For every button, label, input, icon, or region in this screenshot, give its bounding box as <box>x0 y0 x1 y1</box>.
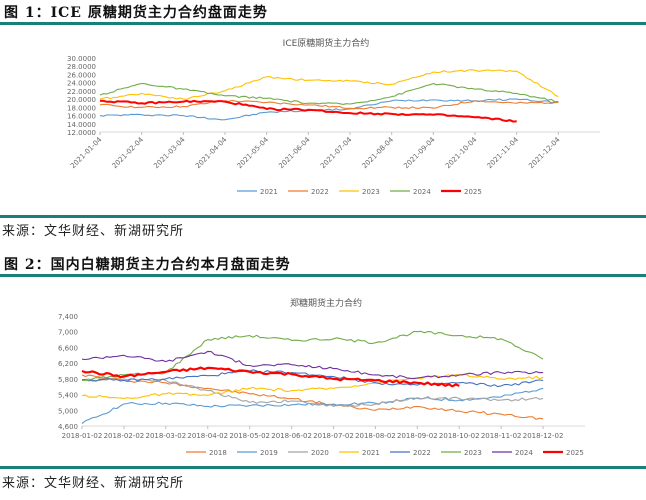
y-tick-label: 14.0000 <box>67 121 96 129</box>
legend-label: 2018 <box>209 449 227 457</box>
x-tick-label: 2021-08-04 <box>361 135 396 170</box>
series-line-2022 <box>99 99 559 110</box>
x-tick-label: 2021-05-04 <box>236 135 271 170</box>
y-tick-label: 6,200 <box>58 360 78 368</box>
legend-label: 2021 <box>260 188 278 196</box>
x-tick-label: 2018-01-02 <box>62 432 103 440</box>
x-tick-label: 2021-03-04 <box>152 135 187 170</box>
y-tick-label: 16.0000 <box>67 113 96 121</box>
x-tick-label: 2018-05-02 <box>229 432 270 440</box>
series-line-2020 <box>81 378 544 408</box>
y-tick-label: 28.0000 <box>67 63 96 71</box>
legend-item-2023: 2023 <box>339 188 380 196</box>
x-tick-label: 2021-12-04 <box>527 135 562 170</box>
x-tick-label: 2021-02-04 <box>111 135 146 170</box>
legend-item-2018: 2018 <box>186 449 227 457</box>
figure1-source: 来源：文华财经、新湖研究所 <box>2 224 185 239</box>
y-tick-label: 24.0000 <box>67 80 96 88</box>
legend-label: 2020 <box>311 449 329 457</box>
series-line-2025 <box>81 366 460 388</box>
legend-label: 2022 <box>413 449 431 457</box>
figure1-top-rule <box>0 22 646 25</box>
y-tick-label: 12.0000 <box>67 129 96 137</box>
figure1-caption: 图 1：ICE 原糖期货主力合约盘面走势 <box>4 5 268 21</box>
x-tick-label: 2018-03-02 <box>145 432 186 440</box>
series-line-2023 <box>99 69 559 100</box>
figure2-source: 来源：文华财经、新湖研究所 <box>2 476 185 491</box>
legend-label: 2019 <box>260 449 278 457</box>
legend-label: 2025 <box>566 449 584 457</box>
y-tick-label: 26.0000 <box>67 71 96 79</box>
x-tick-label: 2018-11-02 <box>481 432 522 440</box>
figure1-bottom-rule <box>0 215 646 218</box>
legend-label: 2022 <box>311 188 329 196</box>
series-line-2024 <box>81 350 544 379</box>
series-line-2021 <box>81 373 544 400</box>
chart2-plot: 4,600 5,000 5,400 5,800 6,200 6,600 7,000 7,400… <box>58 313 585 457</box>
y-tick-label: 30.0000 <box>67 55 96 63</box>
chart2-title: 郑糖期货主力合约 <box>289 299 362 309</box>
chart1-plot: 12.000014.000016.000018.000020.000022.00… <box>67 55 600 196</box>
y-tick-label: 18.0000 <box>67 104 96 112</box>
legend-label: 2024 <box>413 188 431 196</box>
series-line-2018 <box>81 374 544 420</box>
x-tick-label: 2021-10-04 <box>444 135 479 170</box>
x-tick-label: 2018-12-02 <box>523 432 564 440</box>
figure2-top-rule <box>0 274 646 277</box>
legend-item-2025: 2025 <box>543 449 584 457</box>
legend-item-2020: 2020 <box>288 449 329 457</box>
x-tick-label: 2018-09-02 <box>397 432 438 440</box>
legend-item-2025: 2025 <box>441 188 482 196</box>
chart1-title: ICE原糖期货主力合约 <box>282 39 370 49</box>
y-tick-label: 7,400 <box>58 313 78 321</box>
legend-label: 2023 <box>464 449 482 457</box>
legend-label: 2024 <box>515 449 533 457</box>
legend-item-2019: 2019 <box>237 449 278 457</box>
legend-label: 2025 <box>464 188 482 196</box>
series-line-2019 <box>81 387 544 425</box>
legend-label: 2021 <box>362 449 380 457</box>
legend-item-2023: 2023 <box>441 449 482 457</box>
y-tick-label: 5,800 <box>58 376 78 384</box>
figure2-caption: 图 2：国内白糖期货主力合约本月盘面走势 <box>4 257 291 273</box>
x-tick-label: 2021-07-04 <box>319 135 354 170</box>
series-line-2022 <box>82 369 544 388</box>
x-tick-label: 2018-07-02 <box>313 432 354 440</box>
x-tick-label: 2018-04-02 <box>187 432 228 440</box>
series-line-2025 <box>99 99 517 123</box>
x-tick-label: 2018-06-02 <box>271 432 312 440</box>
legend-item-2022: 2022 <box>288 188 329 196</box>
x-tick-label: 2018-08-02 <box>355 432 396 440</box>
x-tick-label: 2018-10-02 <box>439 432 480 440</box>
x-tick-label: 2021-01-04 <box>69 135 104 170</box>
legend-item-2022: 2022 <box>390 449 431 457</box>
y-tick-label: 4,600 <box>58 423 78 431</box>
y-tick-label: 22.0000 <box>67 88 96 96</box>
series-line-2024 <box>99 82 559 105</box>
legend-item-2021: 2021 <box>237 188 278 196</box>
legend-item-2024: 2024 <box>492 449 533 457</box>
x-tick-label: 2021-06-04 <box>277 135 312 170</box>
legend-item-2024: 2024 <box>390 188 431 196</box>
legend-item-2021: 2021 <box>339 449 380 457</box>
figure2-bottom-rule <box>0 466 646 469</box>
x-tick-label: 2021-04-04 <box>194 135 229 170</box>
y-tick-label: 6,600 <box>58 344 78 352</box>
x-tick-label: 2021-09-04 <box>402 135 437 170</box>
y-tick-label: 7,000 <box>58 329 78 337</box>
legend-label: 2023 <box>362 188 380 196</box>
x-tick-label: 2021-11-04 <box>486 135 521 170</box>
x-tick-label: 2018-02-02 <box>104 432 145 440</box>
y-tick-label: 20.0000 <box>67 96 96 104</box>
y-tick-label: 5,400 <box>58 392 78 400</box>
y-tick-label: 5,000 <box>58 407 78 415</box>
